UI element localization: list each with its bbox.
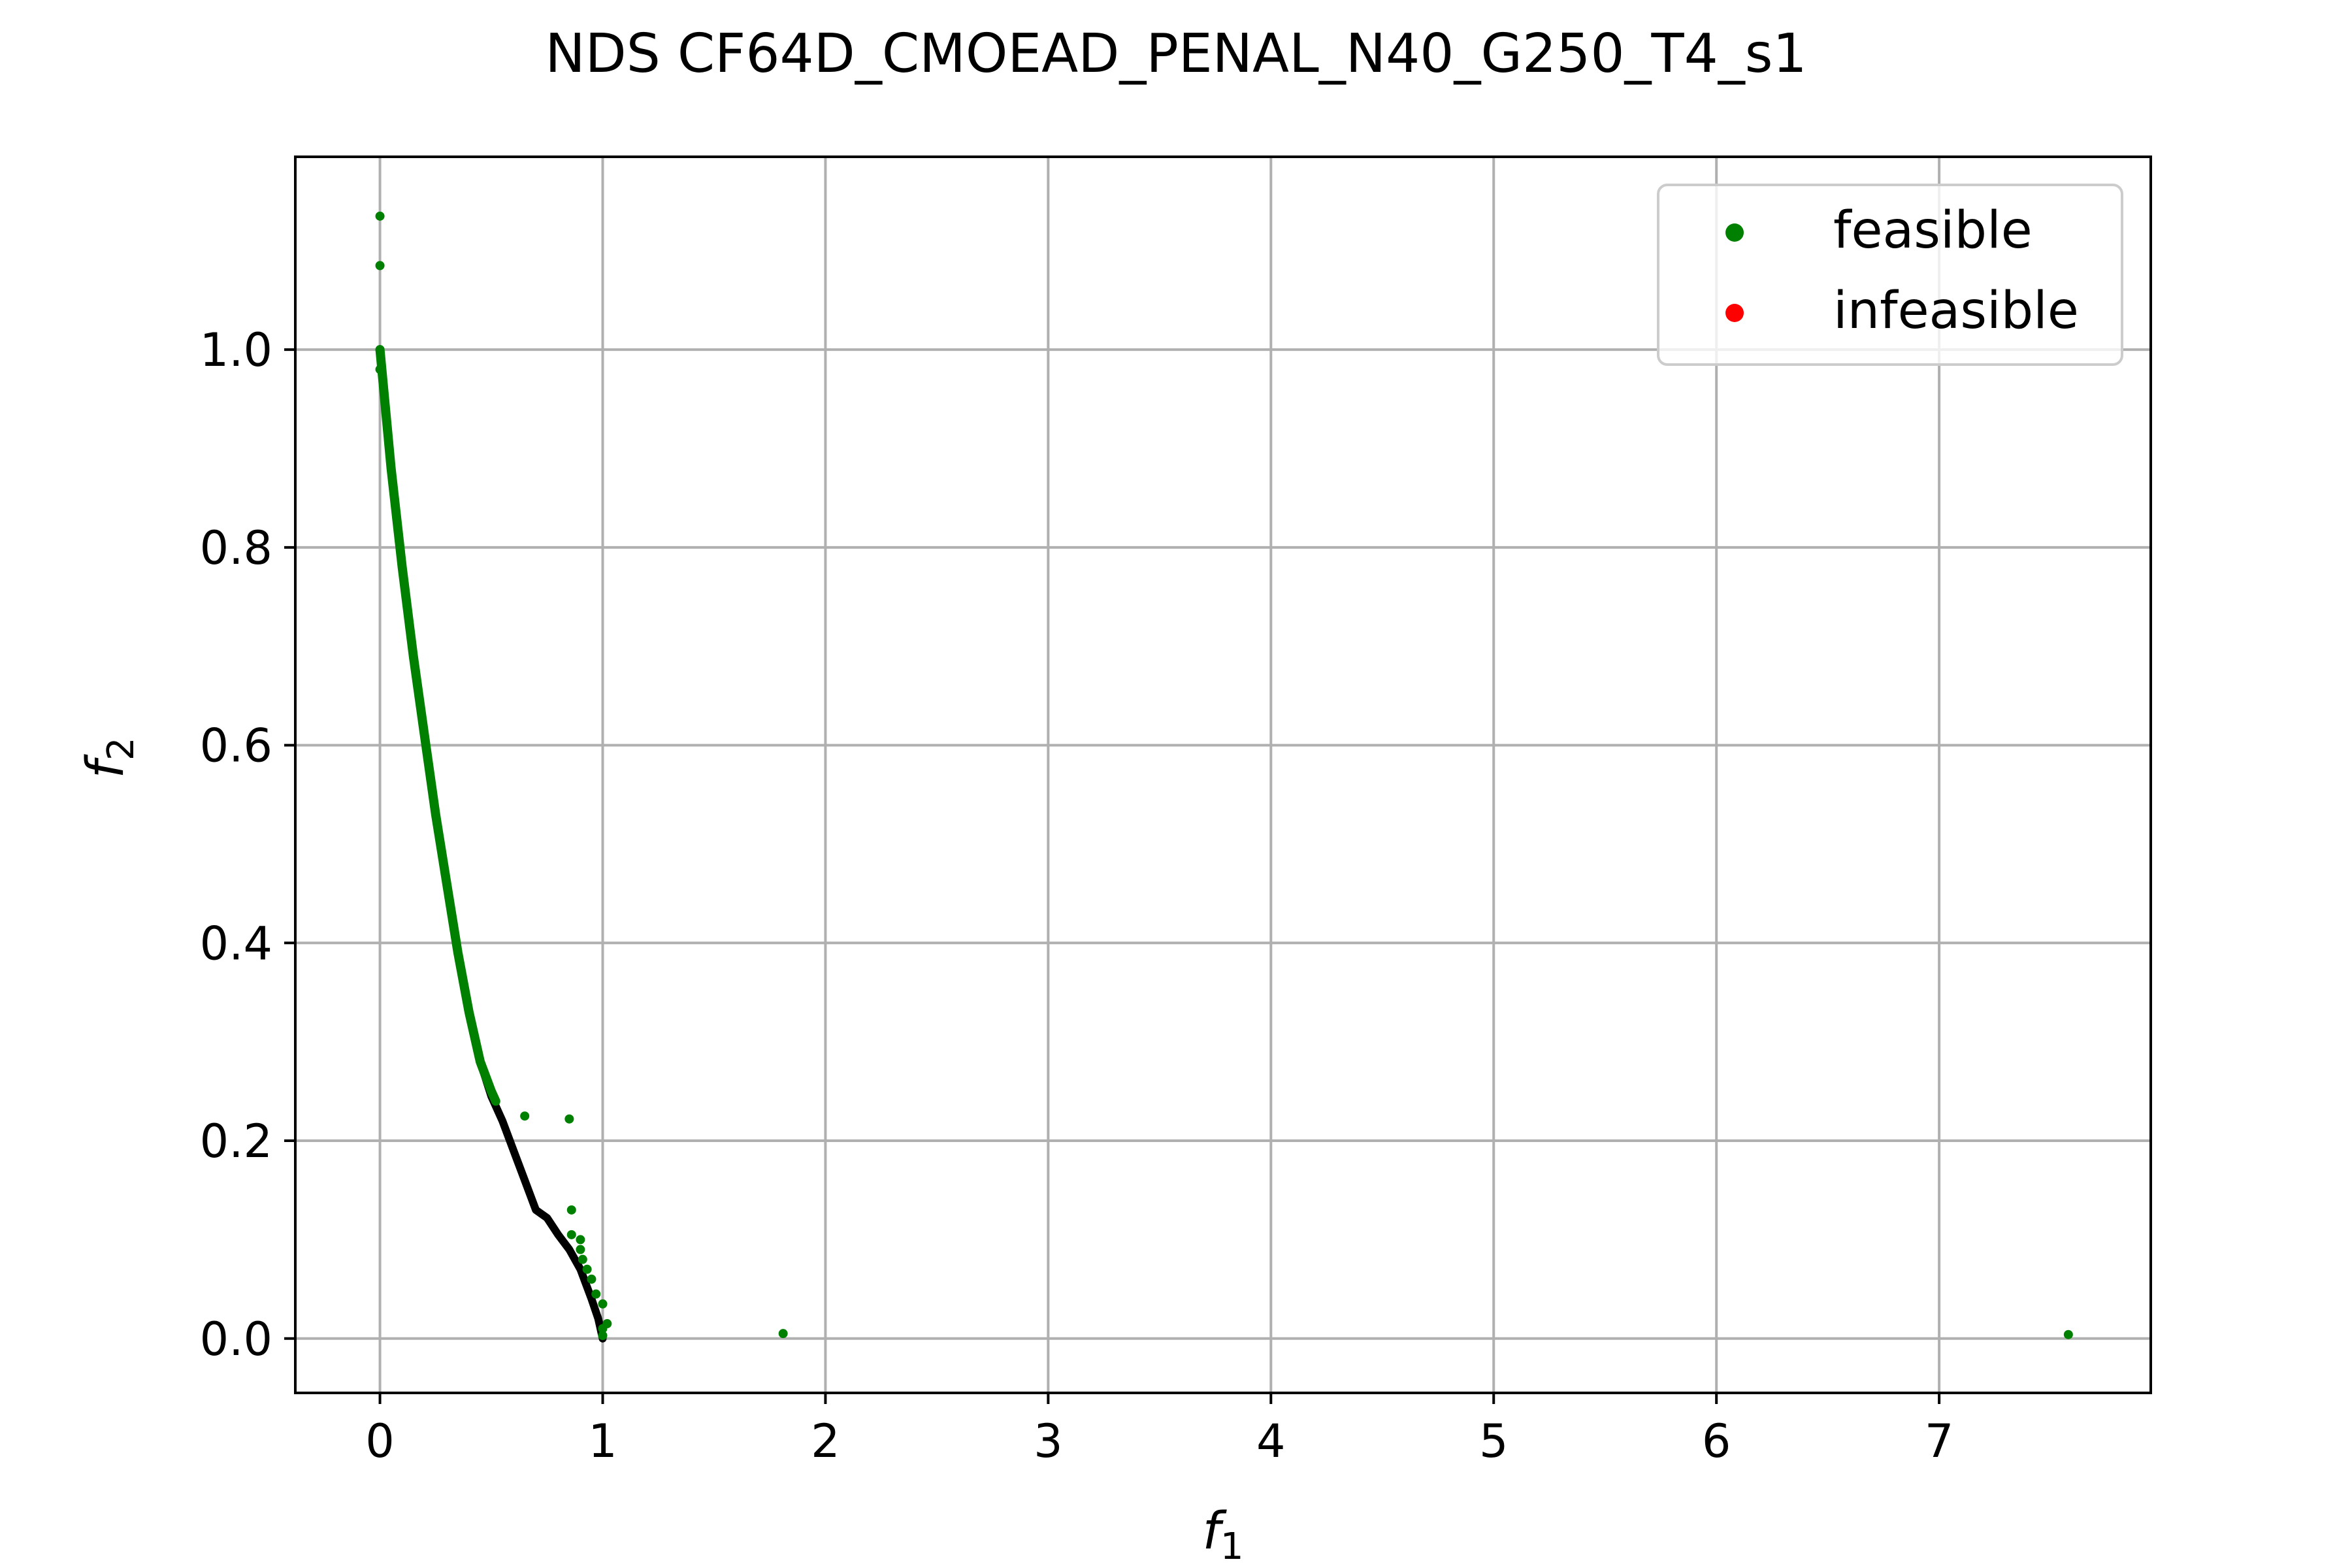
- feasible-point: [375, 261, 385, 270]
- feasible-point: [587, 1274, 596, 1284]
- legend: feasible infeasible: [1657, 184, 2123, 366]
- feasible-point: [566, 1230, 576, 1239]
- feasible-point: [375, 345, 385, 355]
- x-tick-label: 3: [1034, 1414, 1063, 1468]
- legend-infeasible-label: infeasible: [1833, 282, 2079, 340]
- x-tick-label: 4: [1256, 1414, 1286, 1468]
- feasible-point: [591, 1289, 601, 1299]
- feasible-point: [598, 1324, 608, 1333]
- feasible-point: [598, 1331, 608, 1341]
- legend-box: [1657, 184, 2123, 366]
- plot-frame: [294, 155, 2152, 1394]
- ticks: 0 1 2 3 4 5 6 7 0.0 0.2 0.4 0.6 0.8 1.0: [200, 323, 1954, 1468]
- feasible-front-band: [375, 345, 500, 1106]
- legend-feasible-label: feasible: [1833, 201, 2033, 260]
- x-tick-label: 1: [588, 1414, 617, 1468]
- x-tick-label: 2: [811, 1414, 840, 1468]
- feasible-point: [564, 1114, 574, 1124]
- feasible-point: [778, 1329, 788, 1339]
- feasible-point: [2063, 1330, 2073, 1339]
- x-tick-label: 5: [1479, 1414, 1509, 1468]
- x-axis-label-sub: 1: [1220, 1526, 1244, 1568]
- y-tick-label: 0.4: [200, 917, 272, 970]
- feasible-point: [375, 365, 385, 374]
- feasible-point: [598, 1299, 608, 1309]
- legend-feasible-marker: [1725, 223, 1744, 242]
- feasible-point: [375, 211, 385, 221]
- y-tick-label: 1.0: [200, 323, 272, 377]
- x-tick-label: 6: [1702, 1414, 1731, 1468]
- y-tick-label: 0.8: [200, 521, 272, 575]
- feasible-point: [582, 1264, 592, 1274]
- y-tick-label: 0.0: [200, 1313, 272, 1366]
- data-layer: [375, 211, 2073, 1343]
- feasible-point: [578, 1254, 587, 1264]
- y-tick-label: 0.2: [200, 1115, 272, 1168]
- chart-title: NDS CF64D_CMOEAD_PENAL_N40_G250_T4_s1: [545, 23, 1806, 85]
- legend-infeasible-marker: [1725, 304, 1744, 322]
- feasible-point: [576, 1245, 585, 1254]
- y-tick-label: 0.6: [200, 719, 272, 773]
- feasible-point: [566, 1205, 576, 1215]
- x-tick-label: 7: [1925, 1414, 1954, 1468]
- feasible-point: [520, 1111, 530, 1121]
- x-tick-label: 0: [365, 1414, 395, 1468]
- y-axis-label-sub: 2: [100, 737, 142, 760]
- feasible-point: [576, 1235, 585, 1245]
